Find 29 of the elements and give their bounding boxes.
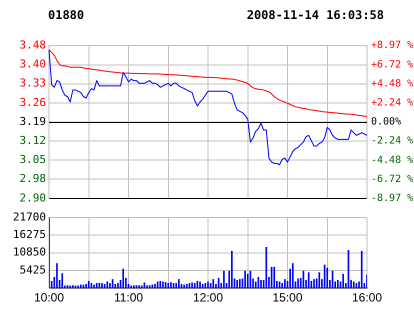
x-tick-label: 15:00 xyxy=(272,290,303,305)
y-tick-label: 3.48 xyxy=(20,38,46,52)
y2-tick-label: +4.48 % xyxy=(371,78,414,90)
y-tick-label: 21700 xyxy=(12,210,46,224)
y-tick-label: 16275 xyxy=(12,228,46,242)
y-tick-label: 10850 xyxy=(12,246,46,259)
chart-title: 01880 xyxy=(48,8,84,22)
y-tick-label: 3.40 xyxy=(20,58,46,71)
x-tick-label: 10:00 xyxy=(34,290,64,305)
y2-tick-label: +8.97 % xyxy=(371,40,414,52)
y2-tick-label: +6.72 % xyxy=(371,59,414,70)
y-tick-label: 5425 xyxy=(20,263,46,276)
x-tick-label: 16:00 xyxy=(352,290,382,305)
y2-tick-label: -2.24 % xyxy=(371,136,414,147)
y2-tick-label: -4.48 % xyxy=(371,154,414,166)
y-tick-label: 2.98 xyxy=(20,172,46,186)
y-tick-label: 2.90 xyxy=(20,191,46,204)
y-tick-label: 3.33 xyxy=(20,76,46,90)
x-tick-label: 11:00 xyxy=(114,290,144,305)
y-tick-label: 3.05 xyxy=(20,153,46,166)
y2-tick-label: -6.72 % xyxy=(371,174,414,185)
chart-subtitle: 2008-11-14 16:03:58 xyxy=(246,8,384,22)
y-tick-label: 3.12 xyxy=(20,134,46,147)
y-tick-label: 3.26 xyxy=(20,96,46,109)
y2-tick-label: +2.24 % xyxy=(371,98,414,109)
y2-tick-label: 0.00% xyxy=(371,116,402,128)
y-tick-label: 3.19 xyxy=(20,114,46,128)
y2-tick-label: -8.97 % xyxy=(371,192,414,204)
x-tick-label: 12:00 xyxy=(192,290,224,305)
